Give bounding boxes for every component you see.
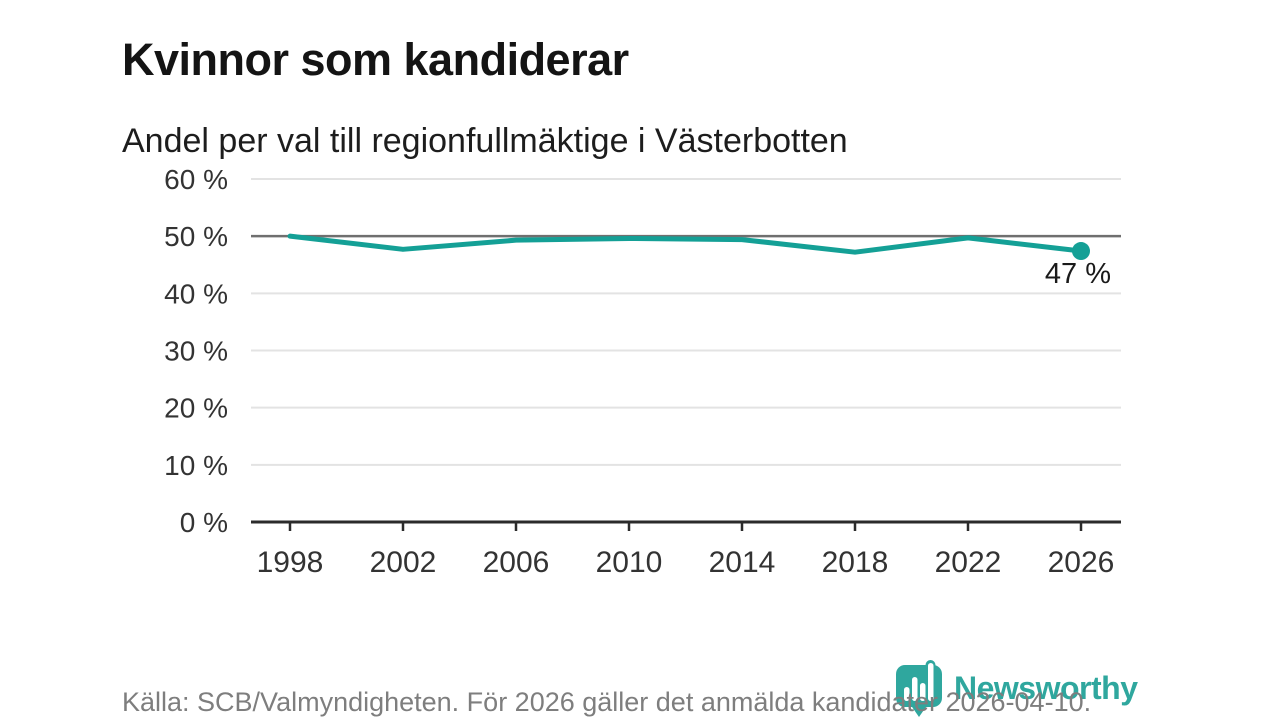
x-tick-label: 2026 — [1048, 546, 1115, 579]
data-line — [287, 233, 1084, 255]
y-tick-label: 30 % — [164, 336, 228, 367]
value-annotation: 47 % — [1045, 258, 1111, 290]
newsworthy-wordmark: Newsworthy — [954, 670, 1138, 706]
y-tick-label: 10 % — [164, 450, 228, 481]
y-tick-label: 40 % — [164, 278, 228, 309]
y-tick-label: 50 % — [164, 221, 228, 252]
end-point-dot — [1072, 242, 1090, 261]
bar-chart-bubble-icon — [896, 660, 942, 717]
x-tick-label: 2002 — [370, 546, 437, 579]
x-tick-label: 1998 — [257, 546, 324, 579]
y-tick-label: 60 % — [164, 164, 228, 195]
page-title: Kvinnor som kandiderar — [122, 34, 629, 86]
x-tick-label: 2022 — [935, 546, 1002, 579]
x-tick-label: 2014 — [709, 546, 776, 579]
x-tick-label: 2018 — [822, 546, 889, 579]
y-tick-label: 20 % — [164, 393, 228, 424]
line-chart: 0 % 10 % 20 % 30 % 40 % 50 % 60 % 1998 2002 2006 2… — [164, 164, 1121, 579]
page-subtitle: Andel per val till regionfullmäktige i V… — [122, 122, 848, 161]
x-tick-label: 2006 — [483, 546, 550, 579]
x-tick-label: 2010 — [596, 546, 663, 579]
source-note: Källa: SCB/Valmyndigheten. För 2026 gäll… — [122, 687, 1092, 717]
newsworthy-logo: Newsworthy — [895, 660, 1138, 717]
y-tick-label: 0 % — [180, 507, 228, 538]
